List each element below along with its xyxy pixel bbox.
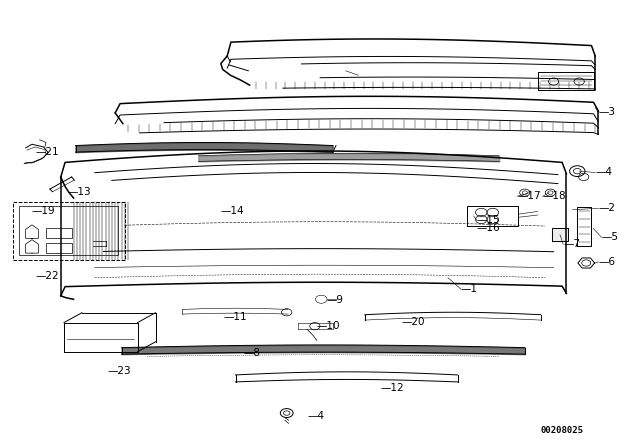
Text: —23: —23	[108, 366, 131, 376]
Text: —21: —21	[35, 147, 59, 157]
Text: —13: —13	[67, 187, 91, 197]
Text: —9: —9	[326, 295, 344, 305]
Bar	[46, 228, 72, 238]
Text: —4: —4	[595, 168, 612, 177]
Text: —22: —22	[35, 271, 59, 280]
Text: —20: —20	[402, 317, 426, 327]
Text: —10: —10	[317, 321, 340, 331]
Text: —6: —6	[598, 257, 616, 267]
Text: —1: —1	[461, 284, 478, 294]
Text: —2: —2	[598, 203, 616, 213]
Bar	[13, 202, 125, 260]
Text: —17: —17	[517, 191, 541, 201]
Text: —4: —4	[307, 411, 324, 421]
Text: —15: —15	[477, 215, 500, 225]
Text: —18: —18	[543, 191, 566, 201]
Text: —19: —19	[32, 206, 56, 215]
Bar	[19, 206, 118, 255]
Text: —14: —14	[221, 206, 244, 215]
Bar	[46, 243, 72, 253]
Text: —3: —3	[598, 107, 616, 117]
Text: 00208025: 00208025	[541, 426, 584, 435]
Text: —8: —8	[243, 348, 260, 358]
Text: —16: —16	[477, 224, 500, 233]
Text: —12: —12	[381, 383, 404, 392]
Text: —7: —7	[563, 239, 580, 249]
Text: —5: —5	[602, 233, 619, 242]
Text: —11: —11	[224, 312, 248, 322]
